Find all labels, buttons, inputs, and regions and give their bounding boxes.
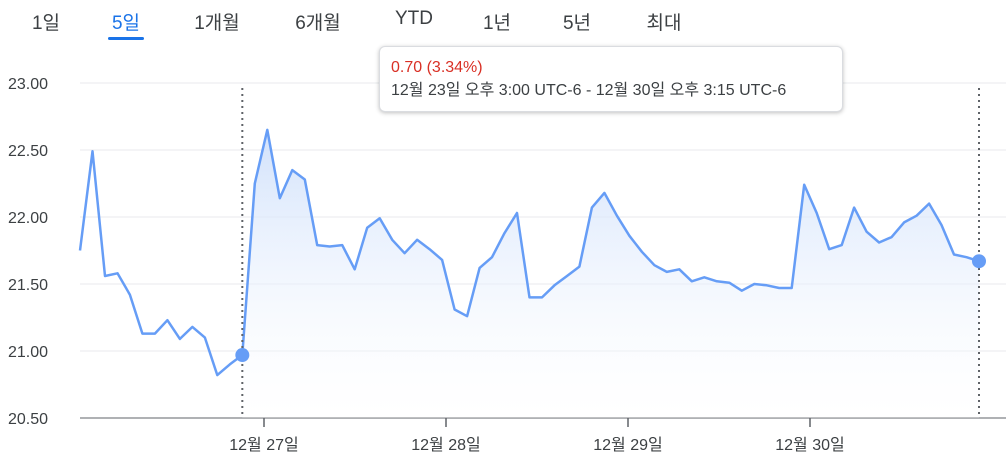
tab-ytd[interactable]: YTD xyxy=(395,8,433,29)
tab-1y[interactable]: 1년 xyxy=(482,13,512,34)
y-tick-label: 20.50 xyxy=(8,411,48,428)
x-tick-label: 12월 28일 xyxy=(411,436,480,454)
price-line xyxy=(78,128,980,377)
y-tick-label: 21.00 xyxy=(8,344,48,361)
tab-1d[interactable]: 1일 xyxy=(31,13,61,34)
x-tick-label: 12월 30일 xyxy=(775,436,844,454)
tab-6m[interactable]: 6개월 xyxy=(295,13,341,34)
y-tick-label: 22.00 xyxy=(8,210,48,227)
tab-5d[interactable]: 5일 xyxy=(111,13,141,34)
range-tooltip: 0.70 (3.34%) 12월 23일 오후 3:00 UTC-6 - 12월… xyxy=(379,46,843,112)
y-tick-label: 21.50 xyxy=(8,277,48,294)
tab-max[interactable]: 최대 xyxy=(646,13,682,34)
price-change: 0.70 (3.34%) xyxy=(391,59,483,76)
range-tabs: 1일 5일 1개월 6개월 YTD 1년 5년 최대 xyxy=(0,0,1006,44)
selection-start-marker[interactable] xyxy=(235,348,250,363)
date-range: 12월 23일 오후 3:00 UTC-6 - 12월 30일 오후 3:15 … xyxy=(391,82,787,99)
x-tick-label: 12월 27일 xyxy=(229,436,298,454)
x-tick-label: 12월 29일 xyxy=(593,436,662,454)
active-tab-indicator xyxy=(108,37,144,40)
selection-end-marker[interactable] xyxy=(972,254,986,269)
x-axis: 12월 27일 12월 28일 12월 29일 12월 30일 xyxy=(229,418,845,454)
tab-1m[interactable]: 1개월 xyxy=(194,13,240,34)
y-axis-labels: 23.00 22.50 22.00 21.50 21.00 20.50 xyxy=(8,76,48,428)
y-tick-label: 22.50 xyxy=(8,143,48,160)
price-area xyxy=(242,129,980,418)
tab-5y[interactable]: 5년 xyxy=(562,13,592,34)
y-tick-label: 23.00 xyxy=(8,76,48,93)
